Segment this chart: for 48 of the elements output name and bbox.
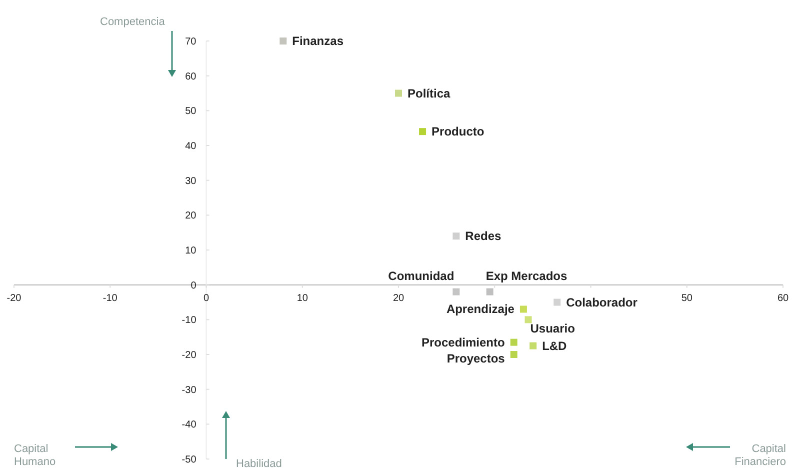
series-label: Comunidad [388,268,454,283]
point [554,298,561,306]
y-tick-label: 40 [185,141,197,152]
y-tick-label: -10 [182,315,197,326]
series-label: Usuario [530,322,575,336]
annotation: Habilidad [236,458,282,469]
point [524,316,532,324]
annotation: Capital Financiero [734,443,786,468]
point [486,288,494,296]
series-label: L&D [542,338,568,353]
point [280,38,287,44]
y-tick-label: 0 [190,280,197,292]
point [452,232,460,240]
series-label: Colaborador [566,295,638,310]
series-label: Política [408,86,451,100]
point [520,306,527,313]
series-label: Proyectos [446,352,506,366]
point [510,351,518,358]
y-tick-label: 60 [185,71,197,82]
y-tick-label: -20 [182,350,197,361]
series-label: Aprendizaje [446,302,515,316]
x-tick-label: 50 [681,292,693,304]
series-label: Procedimiento [421,335,505,350]
x-tick-label: 10 [296,292,308,304]
text: Competencia [100,16,166,28]
y-tick-label: 30 [185,176,197,187]
y-tick-label: 20 [185,210,197,222]
series-label: Redes [465,229,502,244]
x-tick-label: -10 [102,292,118,304]
y-tick-label: -50 [182,454,197,466]
y-tick-label: 50 [185,106,197,118]
point [395,90,402,97]
y-tick-label: -30 [182,384,197,396]
annotation: Capital Humano [14,443,56,468]
point [530,342,537,350]
y-tick-label: 10 [185,246,197,256]
series-label: Finanzas [292,34,344,48]
series-label: Producto [432,124,484,139]
x-tick-label: -20 [6,292,22,304]
y-tick-label: 70 [185,36,197,48]
x-tick-label: 0 [203,292,210,304]
x-tick-label: 20 [392,292,404,304]
x-tick-label: 60 [777,292,789,304]
point [419,128,426,136]
point [452,288,460,296]
y-tick-label: -40 [182,420,197,431]
point [510,338,518,346]
series-label: Exp Mercados [486,268,568,283]
